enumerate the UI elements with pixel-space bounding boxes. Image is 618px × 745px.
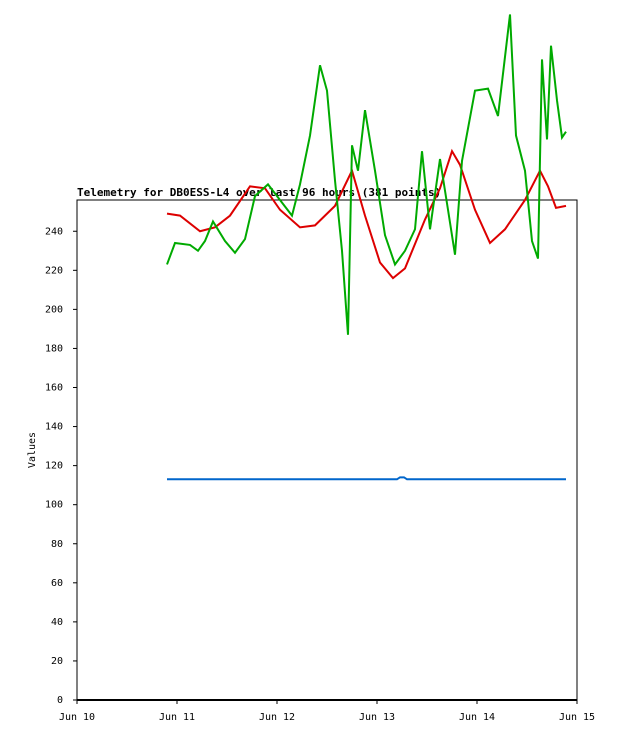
y-tick-label: 160: [45, 383, 63, 394]
x-tick-label: Jun 11: [159, 712, 195, 723]
y-tick-label: 240: [45, 226, 63, 237]
x-tick-label: Jun 13: [359, 712, 395, 723]
plot-frame: [76, 199, 578, 701]
x-tick-label: Jun 10: [59, 712, 95, 723]
series-line: [167, 476, 566, 481]
x-tick-label: Jun 12: [259, 712, 295, 723]
y-tick-label: 0: [57, 695, 63, 706]
y-tick-label: 200: [45, 304, 63, 315]
y-tick-label: 60: [51, 578, 63, 589]
x-tick-label: Jun 15: [559, 712, 595, 723]
y-tick-label: 100: [45, 500, 63, 511]
y-tick-label: 180: [45, 343, 63, 354]
y-tick-label: 40: [51, 617, 63, 628]
y-tick-label: 140: [45, 422, 63, 433]
series-line: [166, 148, 567, 280]
y-tick-label: 80: [51, 539, 63, 550]
y-tick-label: 220: [45, 265, 63, 276]
y-tick-label: 20: [51, 656, 63, 667]
y-tick-label: 120: [45, 461, 63, 472]
series-line: [166, 14, 567, 335]
y-axis-label: Values: [27, 432, 38, 468]
x-tick-label: Jun 14: [459, 712, 495, 723]
